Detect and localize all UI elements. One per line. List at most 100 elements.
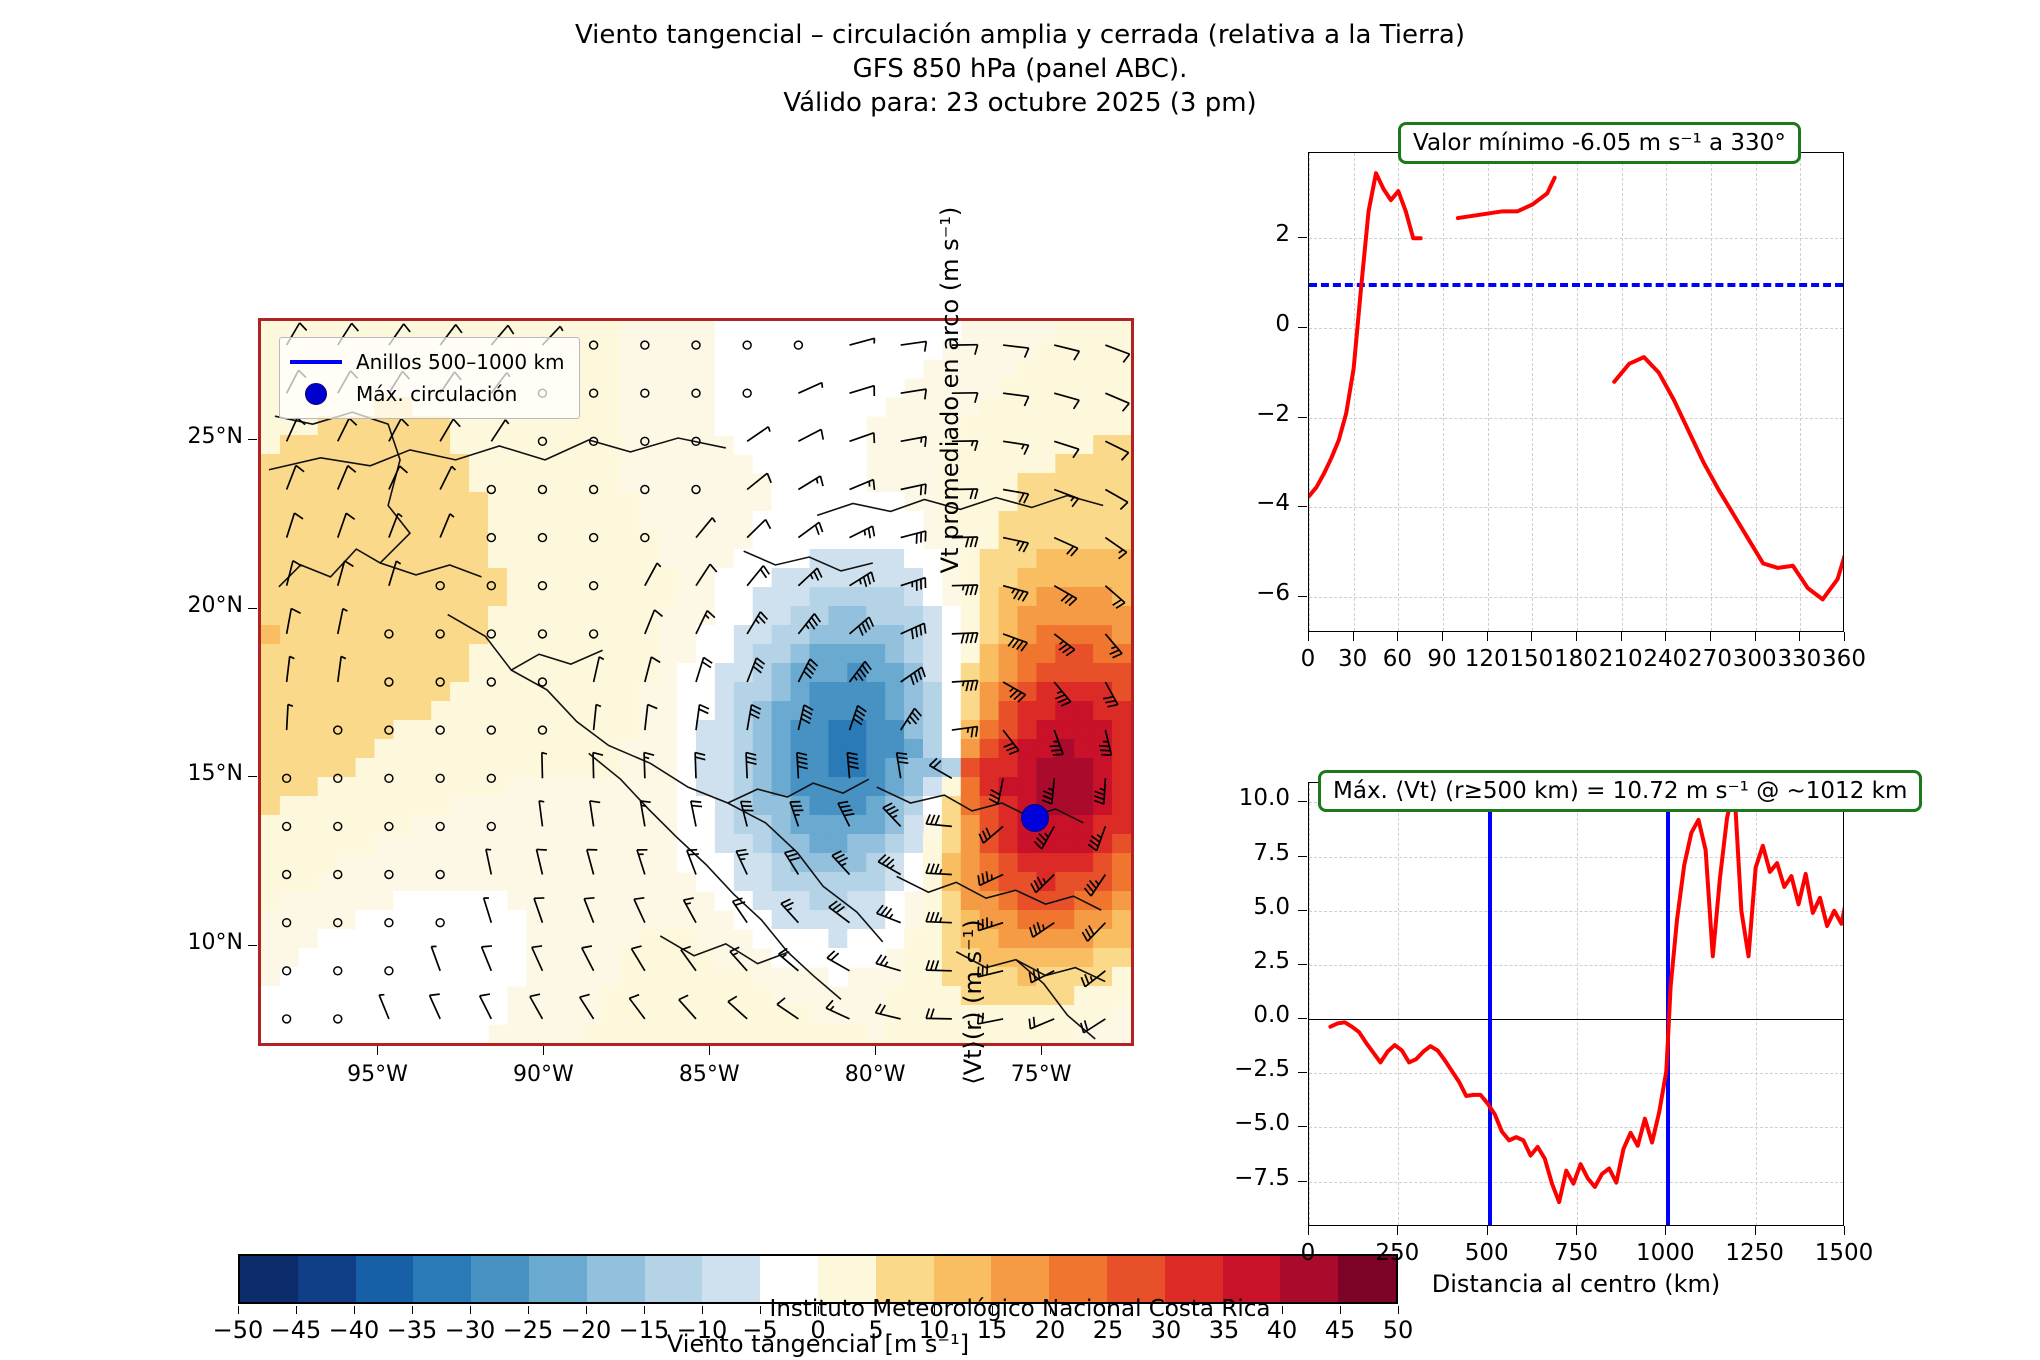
x-ticklabel: 750 [1554, 1240, 1598, 1266]
x-tickmark [1665, 1226, 1667, 1235]
arc-average-panel[interactable] [1308, 152, 1844, 632]
x-tickmark [1710, 632, 1711, 641]
y-tickmark [1298, 506, 1307, 508]
radial-profile-panel[interactable] [1308, 782, 1844, 1226]
colorbar-ticklabel: −10 [676, 1316, 728, 1344]
colorbar-tickmark [818, 1306, 819, 1314]
x-tickmark [1397, 632, 1399, 641]
colorbar-cell [875, 1256, 934, 1302]
colorbar-cell [240, 1256, 298, 1302]
x-tickmark [1754, 1226, 1756, 1235]
x-ticklabel: 1250 [1725, 1240, 1784, 1266]
max-value-annotation: Máx. ⟨Vt⟩ (r≥500 km) = 10.72 m s⁻¹ @ ~10… [1318, 770, 1923, 812]
map-lon-tickmark [377, 1046, 379, 1055]
x-ticklabel: 300 [1732, 646, 1777, 672]
x-ticklabel: 0 [1300, 1240, 1316, 1266]
colorbar-ticklabel: −45 [270, 1316, 322, 1344]
y-tickmark [1298, 596, 1307, 598]
colorbar-ticklabel: 40 [1266, 1316, 1298, 1344]
legend-item-rings: Anillos 500–1000 km [290, 346, 565, 378]
colorbar-cell [1106, 1256, 1165, 1302]
legend-label-maxcirc: Máx. circulación [356, 382, 518, 406]
map-lat-tickmark [248, 944, 257, 946]
y-tickmark [1298, 1180, 1307, 1182]
map-lon-ticklabel: 90°W [512, 1062, 574, 1087]
colorbar-ticklabel: 5 [868, 1316, 884, 1344]
y-ticklabel: 0.0 [1253, 1002, 1290, 1029]
radial-profile-plot-area [1309, 783, 1843, 1225]
colorbar-ticklabel: 30 [1150, 1316, 1182, 1344]
map-lat-tickmark [248, 776, 257, 778]
colorbar-tickmark [238, 1306, 239, 1314]
map-legend: Anillos 500–1000 km Máx. circulación [279, 337, 580, 419]
colorbar-cell [1338, 1256, 1396, 1302]
series-canvas [1309, 171, 1843, 602]
x-ticklabel: 180 [1554, 646, 1598, 672]
map-lon-ticklabel: 80°W [844, 1062, 906, 1087]
y-tickmark [1298, 855, 1307, 857]
colorbar-ticks: −50 −45 −40 −35 −30 −25 −20 −15 −10 −5 0 5 10 15 20 25 3… [213, 1306, 1413, 1346]
colorbar-ticklabel: −30 [444, 1316, 496, 1344]
coastline-layer [268, 411, 1106, 1040]
x-tickmark [1442, 632, 1443, 641]
colorbar-gradient [238, 1254, 1398, 1304]
colorbar-ticklabel: −5 [742, 1316, 778, 1344]
x-ticklabel: 30 [1338, 646, 1368, 672]
colorbar-tickmark [1398, 1306, 1399, 1314]
y-tickmark [1298, 1126, 1307, 1128]
arc-average-y-axis-label: Vt promediado en arco (m s⁻¹) [936, 206, 964, 574]
y-ticklabel: −5.0 [1234, 1110, 1290, 1137]
x-ticklabel: 120 [1464, 646, 1509, 672]
colorbar-ticklabel: −20 [560, 1316, 612, 1344]
map-lon-tickmark [875, 1046, 877, 1055]
colorbar: −50 −45 −40 −35 −30 −25 −20 −15 −10 −5 0 5 10 15 20 25 3… [213, 1254, 1413, 1344]
colorbar-tickmark [1166, 1306, 1167, 1314]
colorbar-tickmark [354, 1306, 355, 1314]
colorbar-cell [702, 1256, 761, 1302]
x-tickmark [1844, 1226, 1845, 1235]
map-lat-ticklabel: 10°N [187, 929, 243, 955]
y-ticklabel: 2.5 [1253, 947, 1290, 974]
colorbar-ticklabel: 35 [1208, 1316, 1240, 1344]
y-tickmark [1298, 801, 1307, 803]
map-lon-ticklabel: 95°W [347, 1062, 408, 1087]
colorbar-tickmark [1340, 1306, 1341, 1314]
colorbar-ticklabel: 50 [1382, 1316, 1414, 1344]
map-lat-tickmark [248, 607, 257, 609]
colorbar-tickmark [586, 1306, 587, 1314]
colorbar-cell [933, 1256, 992, 1302]
y-tickmark [1298, 416, 1307, 418]
colorbar-tickmark [760, 1306, 761, 1314]
y-tickmark [1298, 237, 1307, 239]
x-tickmark [1576, 632, 1577, 641]
y-ticklabel: −7.5 [1234, 1164, 1290, 1191]
title-line-3: Válido para: 23 octubre 2025 (3 pm) [783, 88, 1257, 118]
x-tickmark [1844, 632, 1845, 641]
ring-line-icon [290, 360, 342, 364]
colorbar-ticklabel: −25 [502, 1316, 554, 1344]
radial-profile-y-axis-label: ⟨Vt⟩(r) (m s⁻¹) [959, 919, 987, 1085]
colorbar-ticklabel: 10 [918, 1316, 950, 1344]
colorbar-tickmark [470, 1306, 471, 1314]
colorbar-cell [1222, 1256, 1281, 1302]
x-tickmark [1308, 632, 1309, 641]
map-panel[interactable]: Anillos 500–1000 km Máx. circulación [258, 318, 1134, 1046]
colorbar-tickmark [1282, 1306, 1283, 1314]
x-ticklabel: 150 [1509, 646, 1554, 672]
map-lat-ticklabel: 20°N [187, 592, 243, 618]
map-field-canvas [261, 321, 1131, 1043]
x-ticklabel: 240 [1643, 646, 1688, 672]
y-ticklabel: 0 [1275, 310, 1290, 337]
threshold-line [1309, 283, 1843, 288]
data-series-line [1455, 175, 1557, 221]
figure-title: Viento tangencial – circulación amplia y… [0, 18, 2040, 120]
max-circulation-dot-icon [290, 383, 342, 405]
colorbar-tickmark [528, 1306, 529, 1314]
x-tickmark [1665, 632, 1667, 641]
x-tickmark [1620, 632, 1622, 641]
x-ticklabel: 0 [1300, 646, 1316, 672]
colorbar-tickmark [1224, 1306, 1225, 1314]
colorbar-cell [413, 1256, 472, 1302]
map-lat-ticklabel: 25°N [187, 424, 243, 450]
